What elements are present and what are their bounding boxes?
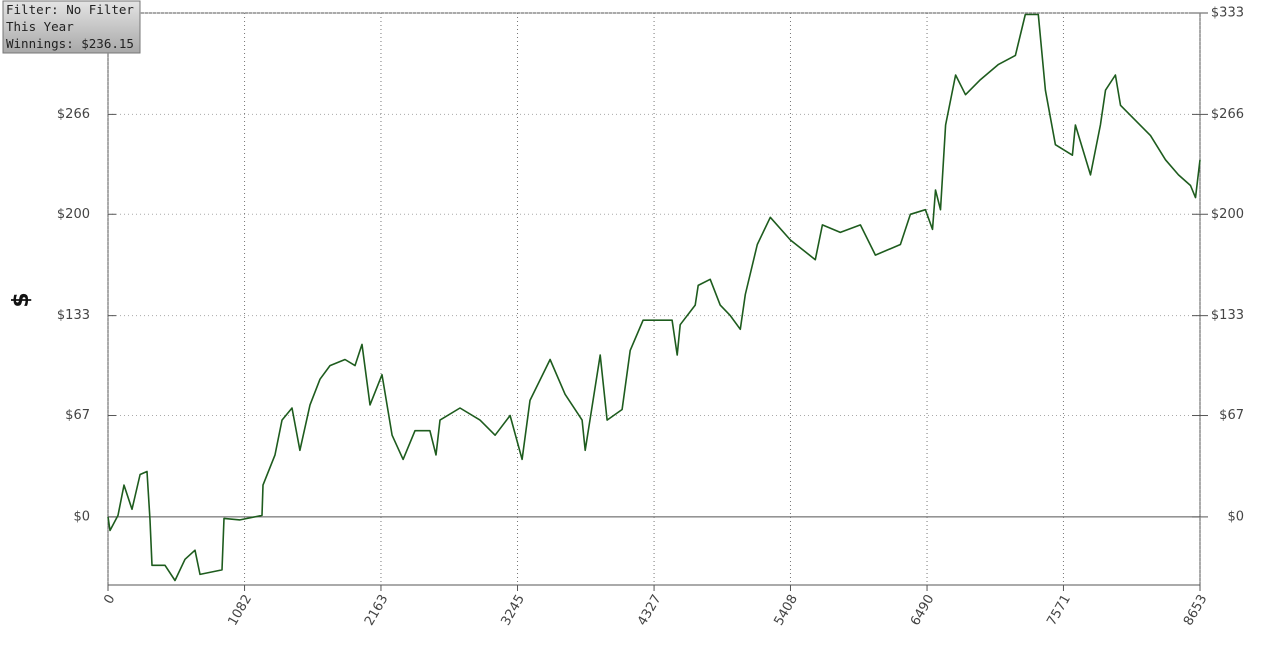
x-tick-label: 7571	[1044, 592, 1074, 628]
info-box-bg	[2, 0, 141, 54]
y-tick-label: $133	[57, 308, 90, 323]
info-line: Winnings: $236.15	[6, 36, 134, 51]
y-tick-label: $133	[1211, 308, 1244, 323]
x-tick-label: 0	[101, 592, 118, 607]
y-tick-label: $200	[57, 207, 90, 222]
x-tick-label: 3245	[498, 592, 528, 628]
x-tick-label: 6490	[908, 592, 938, 628]
y-tick-label: $266	[57, 107, 90, 122]
x-tick-label: 2163	[362, 592, 392, 628]
y-tick-label: $200	[1211, 207, 1244, 222]
x-tick-label: 8653	[1181, 592, 1211, 628]
y-tick-label: $0	[1227, 509, 1244, 524]
x-tick-label: 1082	[226, 592, 256, 628]
info-box: Filter: No Filter This Year Winnings: $2…	[2, 0, 141, 54]
y-tick-label: $0	[73, 509, 90, 524]
y-tick-label: $266	[1211, 107, 1244, 122]
info-line: Filter: No Filter	[6, 2, 134, 17]
y-tick-label: $333	[1211, 6, 1244, 21]
series-line	[107, 13, 1201, 582]
plot-area: $0$0$67$67$133$133$200$200$266$266$333$3…	[57, 6, 1244, 629]
info-line: This Year	[6, 19, 74, 34]
y-tick-label: $67	[1219, 408, 1244, 423]
x-tick-label: 5408	[771, 592, 801, 628]
x-tick-label: 4327	[635, 592, 665, 628]
y-tick-label: $67	[65, 408, 90, 423]
y-axis-label: $	[9, 292, 34, 307]
